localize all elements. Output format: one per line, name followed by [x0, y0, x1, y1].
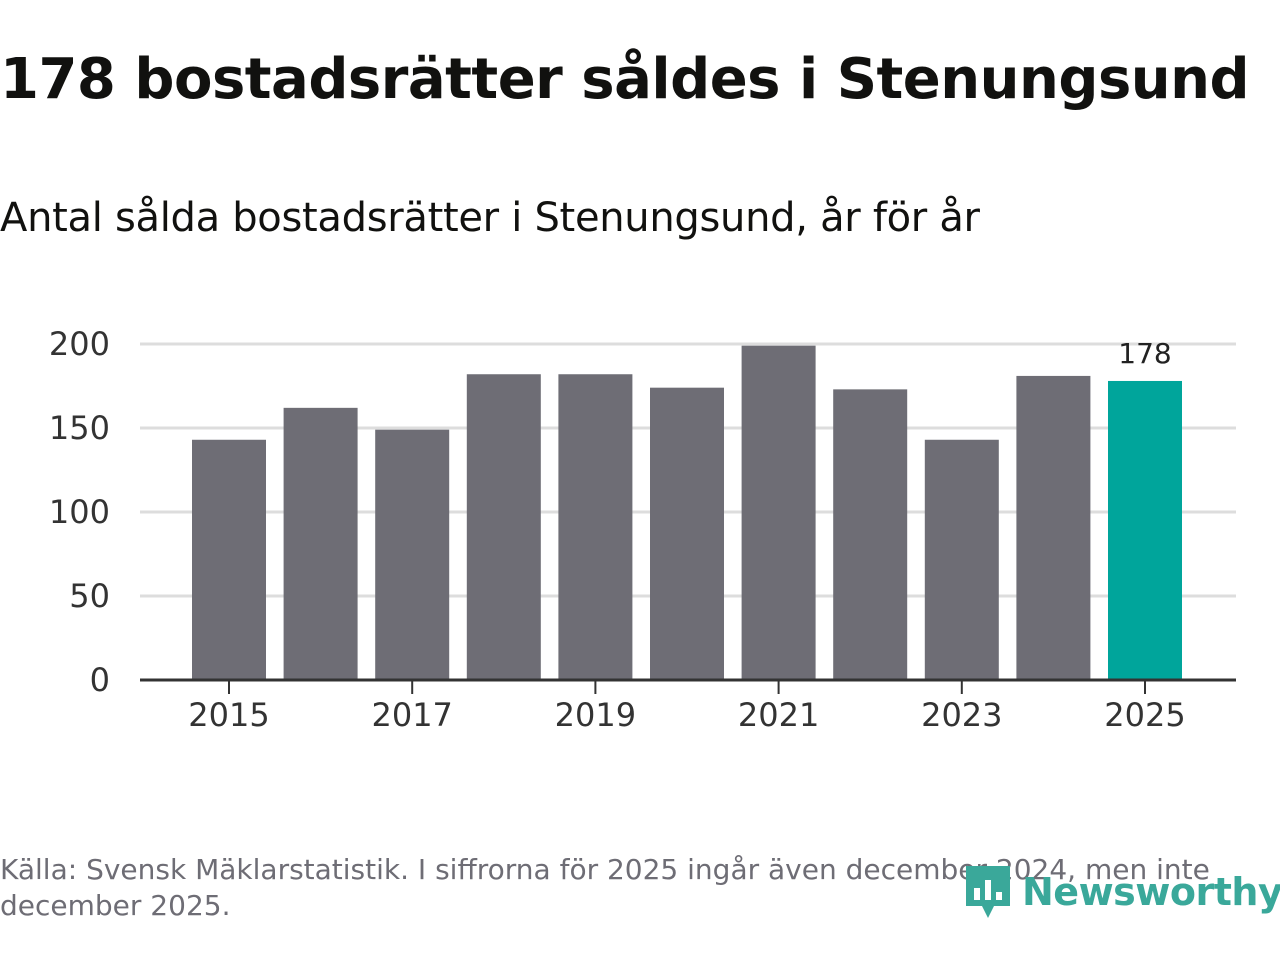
bar-2020 — [650, 387, 724, 680]
chart-title: 178 bostadsrätter såldes i Stenungsund — [0, 47, 1250, 112]
bars — [192, 345, 1182, 680]
y-tick-label-200: 200 — [49, 325, 110, 363]
bar-2025 — [1108, 380, 1182, 680]
chart-subtitle: Antal sålda bostadsrätter i Stenungsund,… — [0, 195, 980, 241]
brand-name: Newsworthy — [1022, 870, 1280, 914]
x-tick-label-2023: 2023 — [921, 696, 1002, 734]
bar-chart-pin-icon — [966, 866, 1010, 918]
y-tick-label-0: 0 — [90, 661, 110, 699]
bar-2018 — [466, 374, 541, 680]
bar-2019 — [558, 374, 633, 680]
bar-2022 — [833, 389, 908, 680]
bar-2017 — [375, 429, 450, 680]
bar-chart: 0 50 100 150 200 2015 2017 2019 2021 2023 2025 17… — [49, 325, 1236, 734]
y-tick-label-150: 150 — [49, 409, 110, 447]
x-axis-ticks: 2015 2017 2019 2021 2023 2025 — [188, 680, 1186, 734]
bar-2021 — [741, 345, 816, 680]
x-tick-label-2025: 2025 — [1104, 696, 1185, 734]
x-tick-label-2017: 2017 — [371, 696, 452, 734]
bar-2023 — [924, 439, 999, 680]
y-tick-label-50: 50 — [69, 577, 110, 615]
brand-logo: Newsworthy — [962, 862, 1280, 922]
bar-2016 — [283, 407, 358, 680]
bar-2015 — [192, 439, 266, 680]
data-labels: 178 — [1118, 337, 1171, 370]
x-tick-label-2021: 2021 — [738, 696, 819, 734]
data-label-2025: 178 — [1118, 337, 1171, 370]
bar-2024 — [1016, 375, 1091, 680]
x-tick-label-2019: 2019 — [555, 696, 636, 734]
y-tick-label-100: 100 — [49, 493, 110, 531]
y-axis-ticks: 0 50 100 150 200 — [49, 325, 110, 699]
x-tick-label-2015: 2015 — [188, 696, 269, 734]
